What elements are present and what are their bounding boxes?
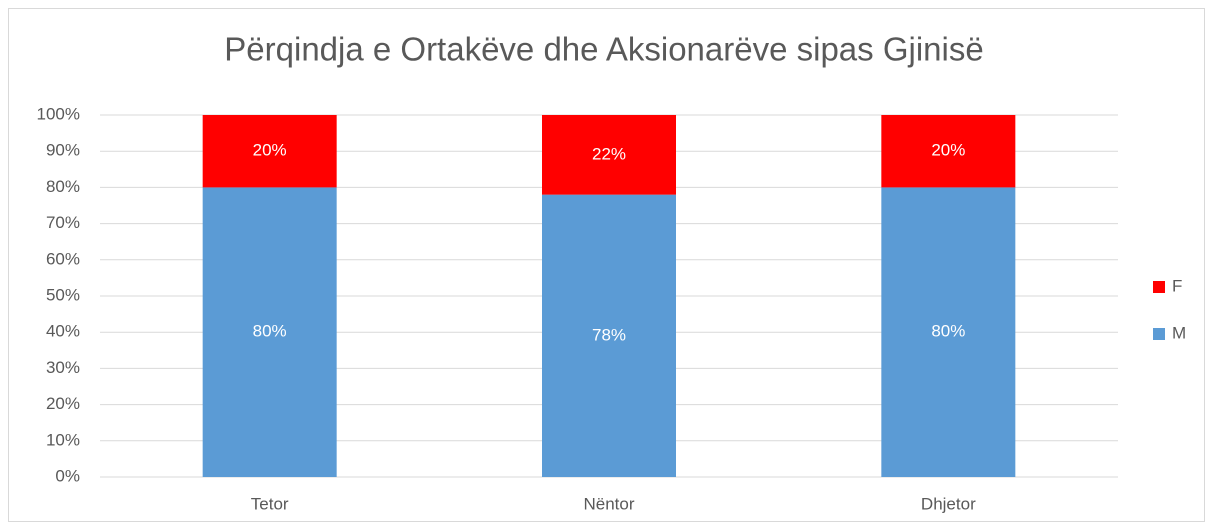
bar-segment: [881, 187, 1016, 477]
y-tick-label: 20%: [46, 394, 80, 413]
y-tick-label: 10%: [46, 430, 80, 449]
data-label: 20%: [931, 141, 965, 160]
legend-label: M: [1172, 323, 1186, 342]
y-tick-label: 80%: [46, 177, 80, 196]
y-tick-label: 60%: [46, 249, 80, 268]
y-tick-label: 0%: [55, 466, 80, 485]
y-tick-label: 90%: [46, 141, 80, 160]
y-tick-label: 30%: [46, 358, 80, 377]
x-tick-label: Tetor: [251, 494, 289, 513]
chart-title: Përqindja e Ortakëve dhe Aksionarëve sip…: [224, 31, 983, 68]
bar-segment: [202, 115, 337, 188]
data-label: 80%: [931, 322, 965, 341]
data-label: 20%: [253, 141, 287, 160]
x-tick-label: Dhjetor: [921, 494, 976, 513]
bar-segment: [542, 194, 676, 477]
data-label: 80%: [253, 322, 287, 341]
data-label: 78%: [592, 325, 626, 344]
y-tick-label: 70%: [46, 213, 80, 232]
bar-segment: [202, 187, 337, 477]
bar-segment: [542, 115, 676, 195]
legend-swatch: [1153, 281, 1165, 293]
y-tick-label: 50%: [46, 285, 80, 304]
legend-label: F: [1172, 276, 1182, 295]
y-tick-label: 40%: [46, 322, 80, 341]
y-tick-label: 100%: [37, 104, 80, 123]
x-tick-label: Nëntor: [583, 494, 634, 513]
legend-swatch: [1153, 328, 1165, 340]
bar-segment: [881, 115, 1016, 188]
data-label: 22%: [592, 144, 626, 163]
